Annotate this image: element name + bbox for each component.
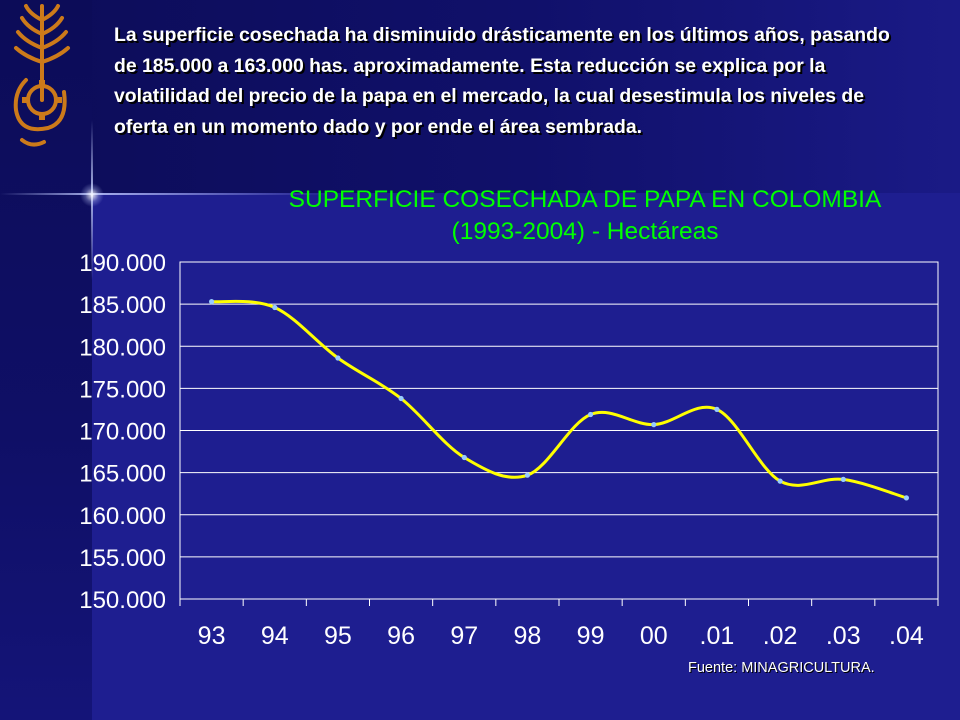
- x-tick-label: .04: [889, 622, 924, 650]
- data-point: [777, 478, 783, 484]
- series-line: [211, 299, 907, 500]
- x-tick-label: 94: [261, 622, 289, 650]
- x-tick-label: 96: [387, 622, 415, 650]
- intro-paragraph: La superficie cosechada ha disminuido dr…: [114, 24, 890, 138]
- data-point: [840, 476, 846, 482]
- y-tick-label: 165.000: [79, 461, 166, 488]
- x-tick-label: .03: [826, 622, 861, 650]
- y-tick-label: 175.000: [79, 376, 166, 403]
- light-flare-glow: [80, 183, 104, 207]
- left-band: [0, 0, 92, 720]
- y-tick-label: 185.000: [79, 292, 166, 319]
- data-point: [398, 395, 404, 402]
- y-tick-label: 180.000: [79, 334, 166, 361]
- x-tick-label: 93: [198, 622, 226, 650]
- x-tick-label: 97: [450, 622, 478, 650]
- y-tick-label: 155.000: [79, 545, 166, 572]
- data-point: [209, 299, 215, 305]
- y-tick-label: 150.000: [79, 587, 166, 614]
- data-point: [903, 495, 910, 501]
- data-point: [461, 454, 467, 461]
- y-tick-label: 190.000: [79, 250, 166, 277]
- chart-title: SUPERFICIE COSECHADA DE PAPA EN COLOMBIA…: [250, 184, 920, 248]
- light-flare-horizontal: [0, 193, 330, 195]
- chart-background: [92, 193, 960, 720]
- data-point: [524, 472, 531, 478]
- data-point: [588, 411, 594, 418]
- header-band: [0, 0, 960, 193]
- y-tick-label: 160.000: [79, 503, 166, 530]
- x-tick-label: 95: [324, 622, 352, 650]
- data-point: [272, 304, 278, 311]
- x-tick-label: .02: [763, 622, 798, 650]
- x-tick-label: 99: [577, 622, 605, 650]
- y-tick-label: 170.000: [79, 419, 166, 446]
- data-point: [714, 406, 720, 412]
- source-note: Fuente: MINAGRICULTURA.: [688, 660, 875, 676]
- x-tick-label: 00: [640, 622, 668, 650]
- data-point: [335, 355, 341, 361]
- data-point: [651, 422, 657, 428]
- x-tick-label: 98: [514, 622, 542, 650]
- x-tick-label: .01: [700, 622, 735, 650]
- chart-title-line-1: SUPERFICIE COSECHADA DE PAPA EN COLOMBIA: [288, 186, 882, 213]
- chart-title-line-2: (1993-2004) - Hectáreas: [451, 218, 719, 245]
- wheat-gear-logo-icon: [13, 4, 70, 147]
